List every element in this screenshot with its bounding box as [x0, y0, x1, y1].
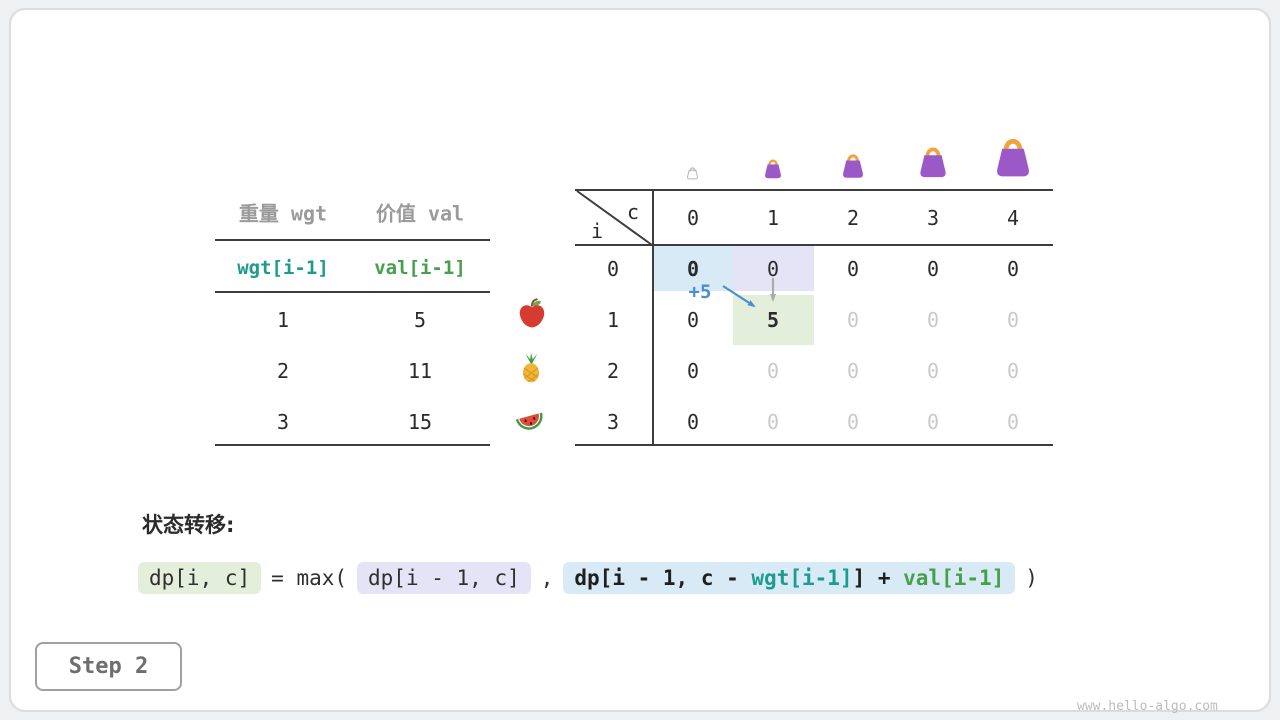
dp-cell-3-3: 0 — [926, 410, 940, 434]
formula-op-comma: , — [540, 566, 554, 590]
dp-cell-0-4: 0 — [1006, 257, 1020, 281]
dp-row-header: 2 — [606, 359, 620, 383]
dp-cell-1-1: 5 — [766, 308, 780, 332]
item-value: 11 — [407, 359, 433, 383]
var-val-label: val[i-1] — [374, 257, 466, 279]
dp-cell-3-2: 0 — [846, 410, 860, 434]
bag-icon-capacity-3 — [914, 142, 952, 180]
dp-cell-1-4: 0 — [1006, 308, 1020, 332]
dp-cell-3-0: 0 — [686, 410, 700, 434]
dp-col-header: 3 — [926, 206, 940, 230]
formula-chip-skip: dp[i - 1, c] — [357, 562, 531, 594]
apple-icon — [516, 297, 548, 329]
divider — [575, 189, 1053, 191]
formula-chip-take: dp[i - 1, c - wgt[i-1]] + val[i-1] — [563, 562, 1016, 594]
corner-label-i: i — [590, 219, 604, 243]
divider — [215, 444, 490, 446]
dp-cell-1-0: 0 — [686, 308, 700, 332]
bag-icon-capacity-0 — [685, 165, 700, 180]
dp-cell-0-3: 0 — [926, 257, 940, 281]
left-table-header-weight: 重量 wgt — [238, 201, 328, 226]
corner-diagonal-line — [575, 189, 654, 247]
step-badge-label: Step 2 — [68, 654, 149, 679]
dp-cell-1-2: 0 — [846, 308, 860, 332]
left-table-header-value: 价值 val — [375, 201, 465, 226]
dp-row-header: 1 — [606, 308, 620, 332]
formula-chip-dp: dp[i, c] — [138, 562, 262, 594]
state-transition-label: 状态转移: — [142, 513, 235, 537]
dp-cell-0-1: 0 — [766, 257, 780, 281]
pineapple-icon — [515, 352, 547, 384]
dp-cell-3-4: 0 — [1006, 410, 1020, 434]
watermark: www.hello-algo.com — [1077, 699, 1218, 714]
item-value: 15 — [407, 410, 433, 434]
item-value: 5 — [413, 308, 427, 332]
dp-cell-3-1: 0 — [766, 410, 780, 434]
divider — [215, 291, 490, 293]
dp-col-header: 0 — [686, 206, 700, 230]
divider — [652, 189, 654, 446]
bag-icon-capacity-1 — [761, 156, 785, 180]
dp-row-header: 3 — [606, 410, 620, 434]
dp-cell-2-1: 0 — [766, 359, 780, 383]
plus-value-annotation: +5 — [688, 281, 712, 303]
formula-take-seg1: dp[i - 1, c - — [574, 566, 752, 590]
figure-card — [9, 8, 1271, 712]
dp-cell-0-2: 0 — [846, 257, 860, 281]
formula-op-eq-max: = max( — [271, 566, 348, 590]
highlight-cell-0-0 — [654, 246, 733, 291]
highlight-cell-1-1 — [733, 295, 814, 345]
dp-col-header: 2 — [846, 206, 860, 230]
divider — [575, 244, 1053, 246]
divider — [575, 444, 1053, 446]
dp-col-header: 4 — [1006, 206, 1020, 230]
step-badge: Step 2 — [35, 642, 182, 691]
divider — [215, 239, 490, 241]
dp-col-header: 1 — [766, 206, 780, 230]
dp-cell-2-4: 0 — [1006, 359, 1020, 383]
var-wgt-label: wgt[i-1] — [237, 257, 329, 279]
item-weight: 3 — [276, 410, 290, 434]
dp-cell-2-3: 0 — [926, 359, 940, 383]
dp-row-header: 0 — [606, 257, 620, 281]
formula-take-val: val[i-1] — [903, 566, 1005, 590]
dp-cell-1-3: 0 — [926, 308, 940, 332]
dp-cell-2-0: 0 — [686, 359, 700, 383]
formula-take-seg3: ] + — [852, 566, 904, 590]
bag-icon-capacity-2 — [838, 150, 868, 180]
transition-arrows — [650, 268, 830, 328]
transition-arrow-blue — [722, 285, 756, 308]
dp-cell-2-2: 0 — [846, 359, 860, 383]
bag-icon-capacity-4 — [989, 132, 1037, 180]
dp-cell-0-0: 0 — [686, 257, 700, 281]
formula-take-wgt: wgt[i-1] — [751, 566, 853, 590]
watermelon-icon — [514, 404, 546, 436]
item-weight: 1 — [276, 308, 290, 332]
formula-op-close: ) — [1025, 566, 1038, 590]
state-transition-formula: dp[i, c] = max( dp[i - 1, c] , dp[i - 1,… — [138, 562, 1038, 594]
corner-label-c: c — [626, 200, 640, 224]
item-weight: 2 — [276, 359, 290, 383]
